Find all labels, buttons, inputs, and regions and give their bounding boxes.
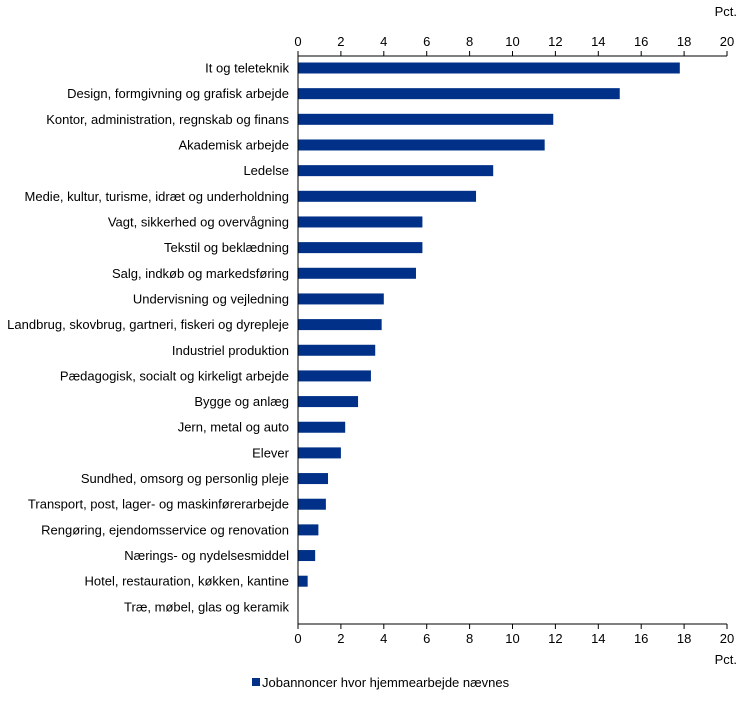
- bar: [298, 88, 620, 100]
- top-tick-label: 20: [720, 34, 734, 49]
- bar: [298, 473, 329, 485]
- category-label: Akademisk arbejde: [178, 137, 289, 152]
- bottom-tick-label: 20: [720, 631, 734, 646]
- bar: [298, 165, 494, 177]
- bottom-tick-label: 2: [337, 631, 344, 646]
- legend-label: Jobannoncer hvor hjemmearbejde nævnes: [262, 675, 510, 690]
- category-label: Design, formgivning og grafisk arbejde: [67, 86, 289, 101]
- bar: [298, 319, 382, 331]
- bar: [298, 370, 371, 382]
- legend: Jobannoncer hvor hjemmearbejde nævnes: [252, 675, 510, 690]
- category-label: Pædagogisk, socialt og kirkeligt arbejde: [60, 368, 289, 383]
- bar: [298, 216, 423, 228]
- bar: [298, 396, 359, 408]
- bottom-tick-label: 18: [677, 631, 691, 646]
- bottom-axis-unit: Pct.: [715, 652, 737, 667]
- bar: [298, 421, 346, 433]
- category-label: Rengøring, ejendomsservice og renovation: [41, 522, 289, 537]
- bar: [298, 113, 554, 125]
- bar: [298, 344, 376, 356]
- bar: [298, 242, 423, 254]
- bottom-tick-label: 6: [423, 631, 430, 646]
- category-label: Transport, post, lager- og maskinførerar…: [28, 497, 289, 512]
- bar: [298, 62, 680, 74]
- category-label: Elever: [252, 445, 290, 460]
- bottom-tick-label: 4: [380, 631, 387, 646]
- top-tick-label: 0: [294, 34, 301, 49]
- category-label: Kontor, administration, regnskab og fina…: [46, 112, 289, 127]
- top-tick-label: 18: [677, 34, 691, 49]
- top-tick-label: 14: [591, 34, 605, 49]
- top-axis: 0 2 4 6 8 10 12 14 16 18 20: [294, 34, 734, 57]
- category-label: Træ, møbel, glas og keramik: [124, 599, 289, 614]
- top-tick-label: 12: [548, 34, 562, 49]
- top-tick-label: 8: [466, 34, 473, 49]
- bottom-tick-label: 12: [548, 631, 562, 646]
- bottom-tick-label: 14: [591, 631, 605, 646]
- bar: [298, 447, 341, 459]
- bar: [298, 267, 416, 279]
- bars-group: [298, 62, 680, 587]
- top-tick-label: 10: [505, 34, 519, 49]
- category-label: Tekstil og beklædning: [164, 240, 289, 255]
- category-labels: It og teleteknik Design, formgivning og g…: [7, 61, 289, 615]
- category-label: Hotel, restauration, køkken, kantine: [85, 574, 290, 589]
- bottom-tick-label: 8: [466, 631, 473, 646]
- category-label: Undervisning og vejledning: [133, 291, 289, 306]
- top-tick-label: 2: [337, 34, 344, 49]
- category-label: Medie, kultur, turisme, idræt og underho…: [25, 189, 289, 204]
- top-tick-label: 16: [634, 34, 648, 49]
- category-label: Bygge og anlæg: [194, 394, 289, 409]
- top-axis-unit: Pct.: [715, 4, 737, 19]
- category-label: Landbrug, skovbrug, gartneri, fiskeri og…: [7, 317, 289, 332]
- bar: [298, 498, 326, 510]
- category-label: It og teleteknik: [205, 61, 289, 76]
- bar: [298, 139, 545, 151]
- bar: [298, 550, 316, 562]
- legend-swatch: [252, 678, 260, 686]
- category-label: Ledelse: [243, 163, 289, 178]
- bottom-tick-label: 16: [634, 631, 648, 646]
- category-label: Vagt, sikkerhed og overvågning: [108, 214, 289, 229]
- bar: [298, 524, 319, 536]
- category-label: Industriel produktion: [172, 343, 289, 358]
- category-label: Nærings- og nydelsesmiddel: [124, 548, 289, 563]
- top-tick-label: 4: [380, 34, 387, 49]
- bottom-tick-label: 0: [294, 631, 301, 646]
- category-label: Salg, indkøb og markedsføring: [112, 266, 289, 281]
- bottom-axis: 0 2 4 6 8 10 12 14 16 18 20: [294, 623, 734, 646]
- category-label: Sundhed, omsorg og personlig pleje: [81, 471, 289, 486]
- bottom-tick-label: 10: [505, 631, 519, 646]
- top-tick-label: 6: [423, 34, 430, 49]
- bar: [298, 575, 308, 587]
- bar: [298, 293, 384, 305]
- category-label: Jern, metal og auto: [178, 420, 289, 435]
- bar: [298, 190, 477, 202]
